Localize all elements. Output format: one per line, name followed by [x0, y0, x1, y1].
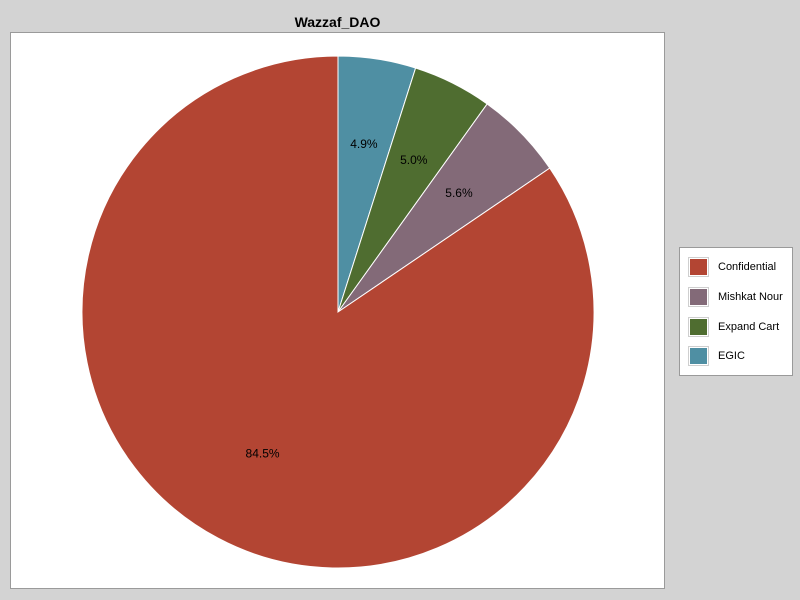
legend-swatch: [688, 257, 709, 277]
legend-swatch: [688, 287, 709, 307]
legend-label: Mishkat Nour: [718, 291, 783, 303]
pie-chart: 4.9% 5.0% 5.6% 84.5%: [81, 55, 595, 569]
legend-item-mishkat-nour: Mishkat Nour: [688, 287, 783, 307]
legend-label: Confidential: [718, 261, 777, 273]
slice-label: 5.0%: [400, 153, 428, 167]
legend-swatch: [688, 317, 709, 337]
chart-title: Wazzaf_DAO: [294, 14, 381, 30]
slice-label: 84.5%: [246, 447, 280, 461]
legend-item-confidential: Confidential: [688, 257, 777, 277]
slice-label: 4.9%: [350, 137, 378, 151]
plot-area: 4.9% 5.0% 5.6% 84.5%: [10, 32, 665, 589]
slice-label: 5.6%: [445, 186, 473, 200]
legend-item-expand-cart: Expand Cart: [688, 317, 780, 337]
legend-item-egic: EGIC: [688, 346, 745, 366]
legend-label: EGIC: [718, 350, 745, 362]
legend-swatch: [688, 346, 709, 366]
legend-label: Expand Cart: [718, 321, 780, 333]
pie-slice-confidential: [81, 55, 595, 569]
legend: Confidential Mishkat Nour Expand Cart EG…: [679, 247, 793, 376]
